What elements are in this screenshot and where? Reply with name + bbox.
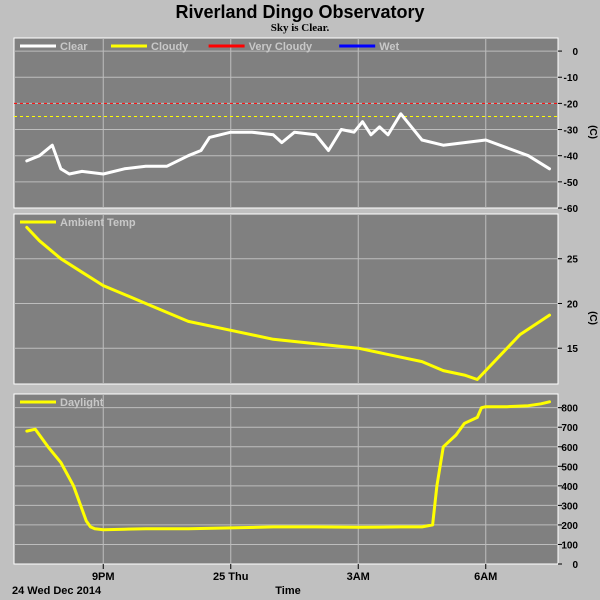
ambient-ytick-label: 20 — [567, 299, 579, 310]
page-subtitle: Sky is Clear. — [271, 22, 330, 34]
cloud-ytick-label: -50 — [564, 178, 579, 189]
daylight-panel: Daylight 800 700 600 500 400 300 200 100 0 — [13, 393, 578, 571]
ambient-ytick-label: 25 — [567, 255, 579, 266]
cloud-series-line-0 — [25, 112, 551, 176]
daylight-ytick-label: 700 — [561, 423, 578, 434]
daylight-y-axis: 800 700 600 500 400 300 200 100 0 — [558, 404, 578, 571]
daylight-grid — [14, 394, 558, 564]
ambient-grid — [14, 214, 558, 384]
ambient-lines — [25, 225, 551, 381]
x-tick-label: 6AM — [474, 571, 497, 583]
ambient-panel: Ambient Temp 25 20 15 (C) — [13, 213, 598, 385]
x-axis-title: Time — [275, 585, 300, 597]
x-tick-label: 3AM — [347, 571, 370, 583]
page-title: Riverland Dingo Observatory — [175, 2, 424, 22]
x-axis: 9PM 25 Thu 3AM 6AM — [92, 564, 497, 583]
daylight-ytick-label: 600 — [561, 443, 578, 454]
cloud-ytick-label: -60 — [564, 204, 579, 215]
x-tick-label: 25 Thu — [213, 571, 248, 583]
daylight-ytick-label: 100 — [561, 540, 578, 551]
cloud-ytick-label: -40 — [564, 152, 579, 163]
cloud-thresholds — [14, 102, 558, 117]
ambient-ytick-label: 15 — [567, 344, 579, 355]
daylight-ytick-label: 300 — [561, 501, 578, 512]
daylight-lines — [25, 400, 551, 532]
cloud-legend-label-1: Cloudy — [151, 41, 189, 53]
cloud-panel: Clear Cloudy Very Cloudy Wet 0 -10 -20 -30 -40 -… — [13, 37, 598, 215]
cloud-grid — [14, 38, 558, 208]
cloud-y-axis: 0 -10 -20 -30 -40 -50 -60 — [558, 47, 578, 215]
cloud-legend-label-2: Very Cloudy — [249, 41, 313, 53]
ambient-legend: Ambient Temp — [20, 217, 136, 229]
cloud-ytick-label: -30 — [564, 126, 579, 137]
daylight-plot-area — [13, 393, 559, 565]
cloud-y-label: (C) — [587, 125, 598, 139]
cloud-ytick-label: -20 — [564, 99, 579, 110]
cloud-plot-area — [13, 37, 559, 209]
date-label: 24 Wed Dec 2014 — [12, 585, 102, 597]
ambient-plot-area — [13, 213, 559, 385]
cloud-ytick-label: -10 — [564, 73, 579, 84]
cloud-legend: Clear Cloudy Very Cloudy Wet — [20, 41, 400, 53]
ambient-y-label: (C) — [587, 311, 598, 325]
cloud-legend-label-0: Clear — [60, 41, 88, 53]
daylight-ytick-label: 800 — [561, 404, 578, 415]
cloud-lines — [25, 112, 551, 176]
ambient-y-axis: 25 20 15 — [558, 255, 578, 355]
x-tick-label: 9PM — [92, 571, 115, 583]
daylight-ytick-label: 500 — [561, 462, 578, 473]
cloud-legend-label-3: Wet — [379, 41, 399, 53]
cloud-ytick-label: 0 — [572, 47, 578, 58]
daylight-legend-label-0: Daylight — [60, 397, 104, 409]
daylight-legend: Daylight — [20, 397, 104, 409]
daylight-ytick-label: 200 — [561, 521, 578, 532]
ambient-series-line-0 — [25, 225, 551, 381]
daylight-ytick-label: 400 — [561, 482, 578, 493]
daylight-series-line-0 — [25, 400, 551, 532]
daylight-ytick-label: 0 — [572, 560, 578, 571]
ambient-legend-label-0: Ambient Temp — [60, 217, 136, 229]
